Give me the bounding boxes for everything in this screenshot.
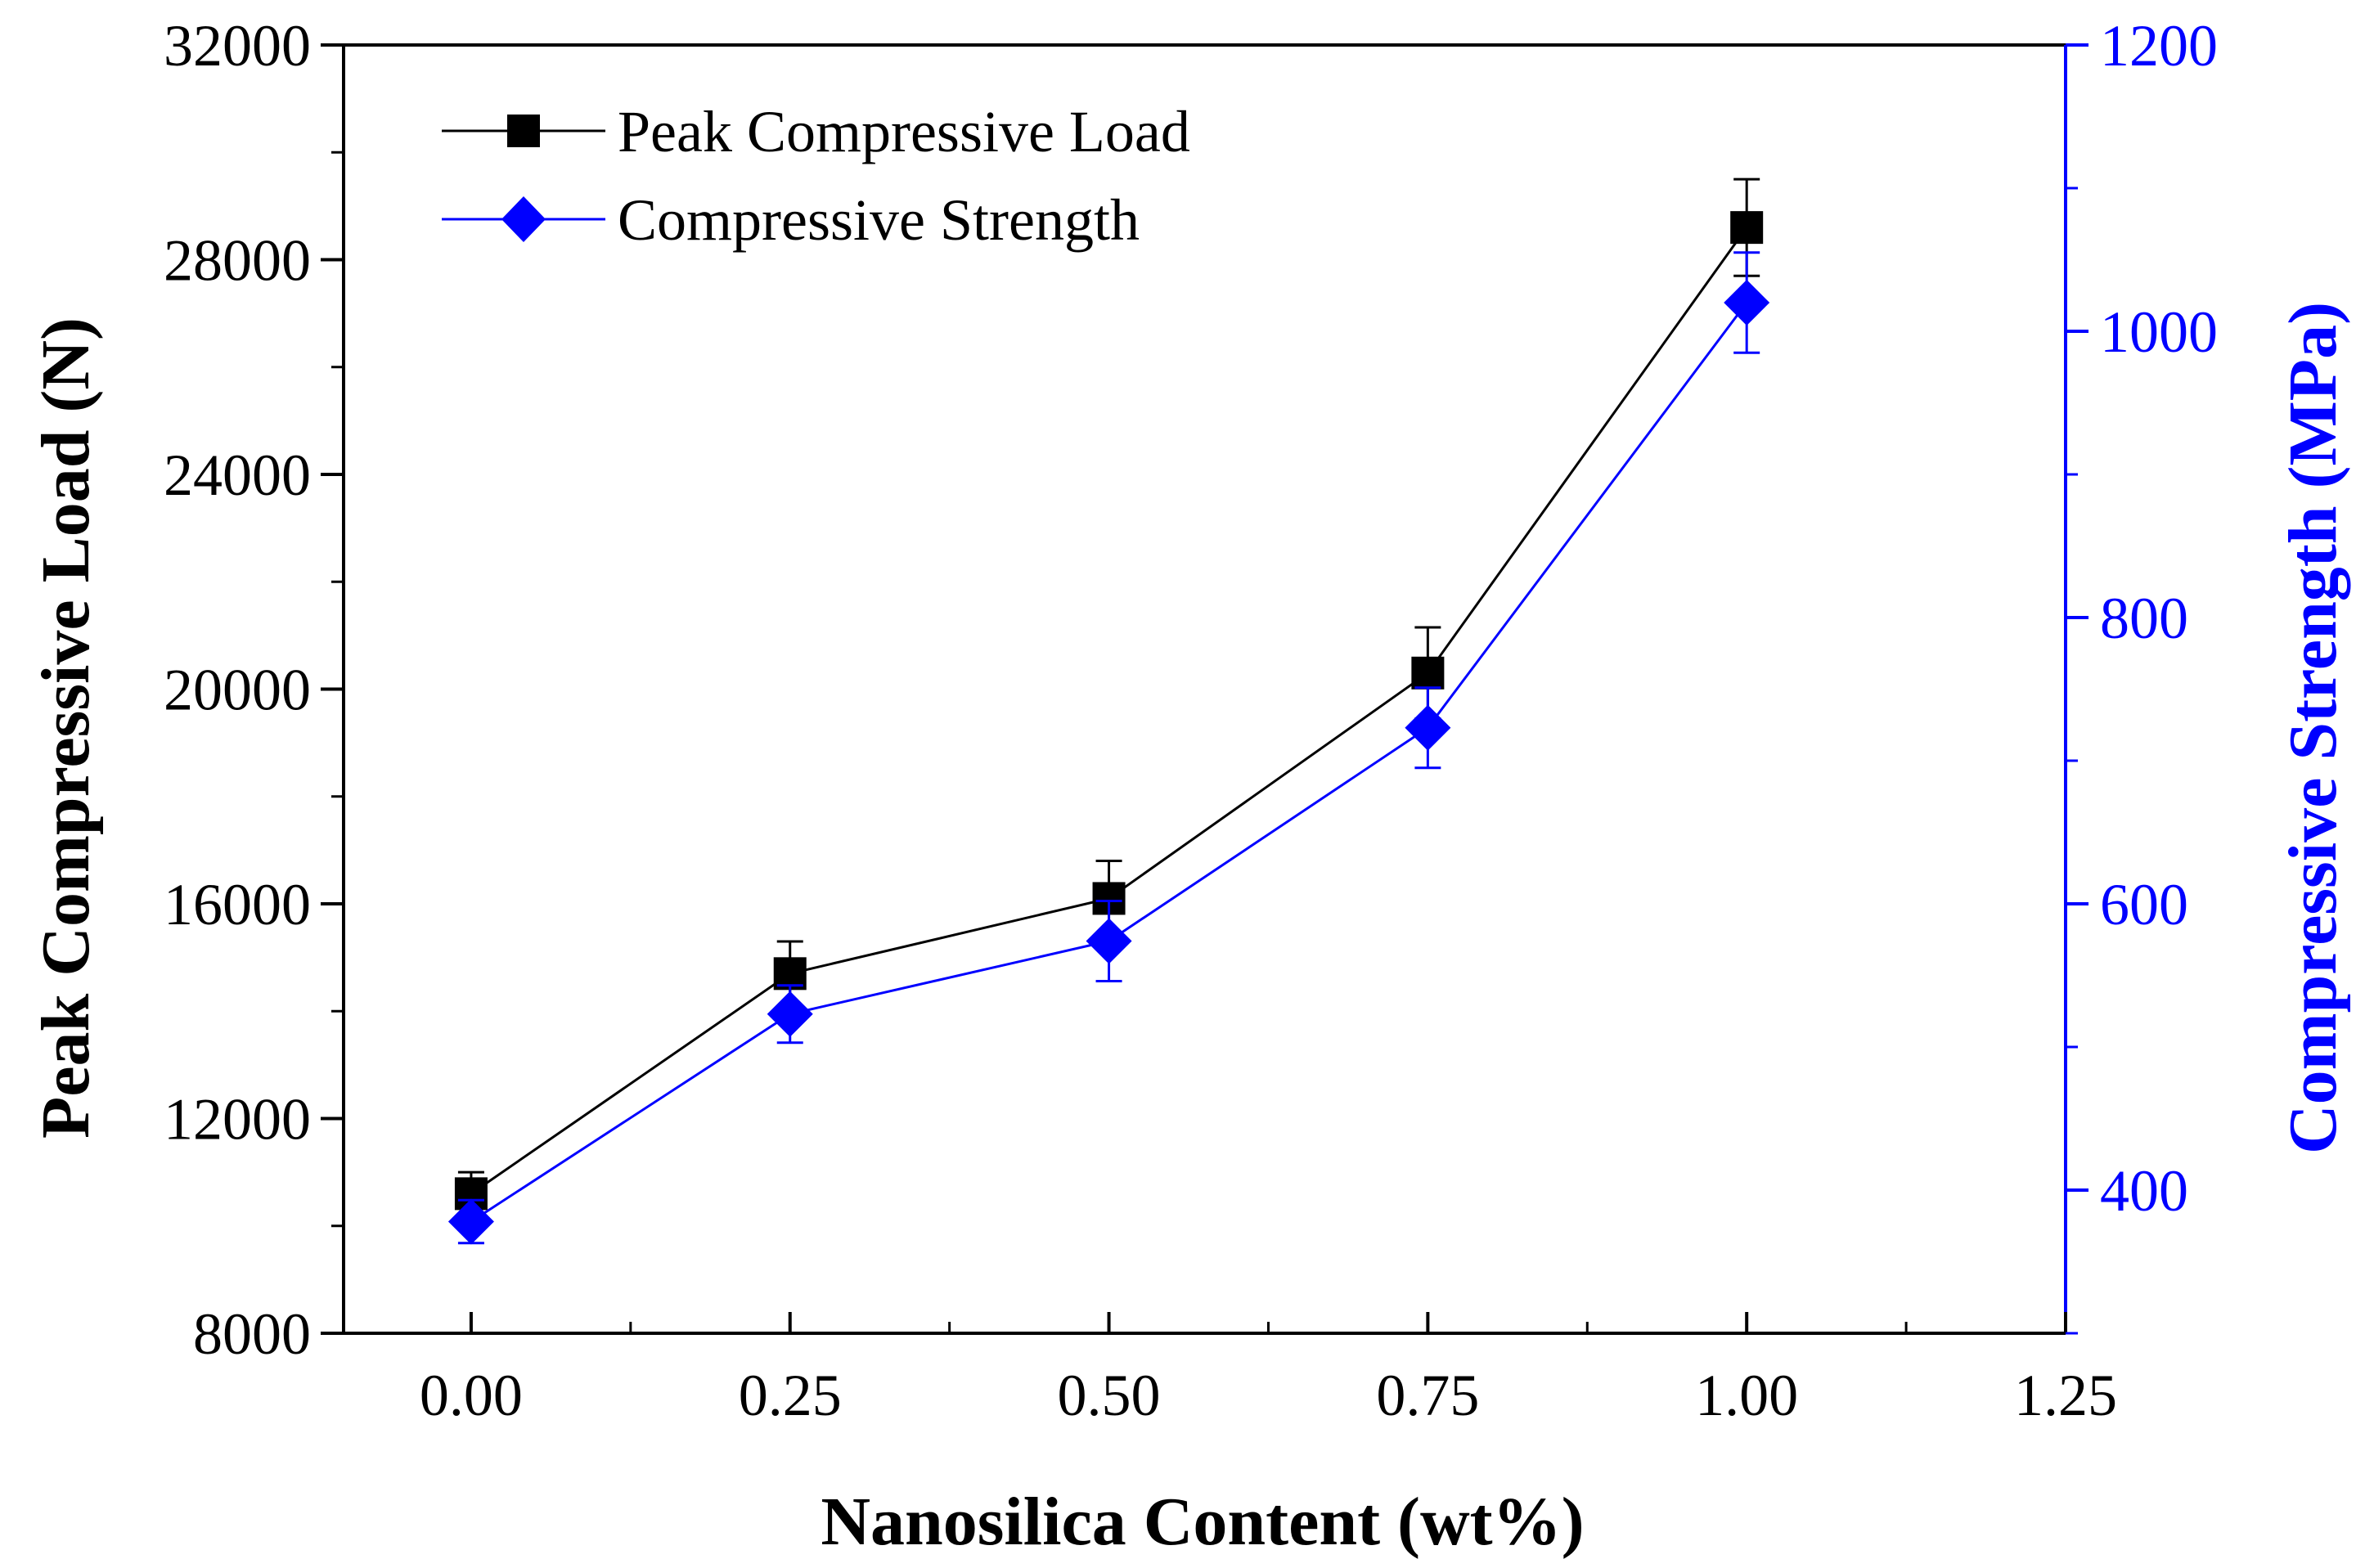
y-right-tick-label: 600: [2100, 872, 2188, 937]
y-left-tick-label: 16000: [164, 872, 311, 937]
y-right-tick-label: 1200: [2100, 13, 2218, 79]
y-left-tick-label: 20000: [164, 658, 311, 723]
x-tick-label: 0.75: [1376, 1363, 1479, 1428]
legend: Peak Compressive Load Compressive Streng…: [442, 99, 1190, 253]
series-compressive-strength: [447, 251, 1770, 1245]
x-tick-label: 1.00: [1695, 1363, 1798, 1428]
legend-label-load: Peak Compressive Load: [618, 99, 1190, 164]
x-tick-label: 0.25: [739, 1363, 842, 1428]
series-peak-load: [454, 177, 1764, 1217]
y-right-tick-label: 1000: [2100, 299, 2218, 365]
x-axis-title: Nanosilica Content (wt%): [821, 1484, 1584, 1560]
series-line: [470, 302, 1748, 1223]
data-point-diamond: [447, 1198, 494, 1245]
y-left-tick-label: 8000: [193, 1301, 311, 1367]
y-axis-left: 8000 12000 16000 20000 24000 28000 32000: [164, 13, 344, 1367]
series-line: [470, 227, 1748, 1195]
y-right-tick-label: 400: [2100, 1158, 2188, 1224]
data-point-diamond: [1086, 918, 1132, 964]
data-point-diamond: [767, 991, 813, 1037]
x-tick-label: 1.25: [2014, 1363, 2117, 1428]
x-axis: 0.00 0.25 0.50 0.75 1.00 1.25: [420, 1312, 2117, 1428]
data-point-square: [1730, 211, 1764, 245]
data-point-diamond: [1724, 280, 1770, 326]
y-axis-right-title: Compressive Strength (MPa): [2275, 302, 2351, 1154]
y-left-tick-label: 12000: [164, 1087, 311, 1152]
plot-frame: [342, 43, 2067, 1335]
y-axis-left-title: Peak Compressive Load (N): [28, 317, 104, 1139]
y-left-tick-label: 28000: [164, 228, 311, 294]
legend-label-strength: Compressive Strength: [618, 187, 1140, 253]
series-layer: [447, 177, 1770, 1245]
x-tick-label: 0.50: [1058, 1363, 1161, 1428]
y-left-tick-label: 24000: [164, 443, 311, 508]
data-point-square: [1411, 656, 1445, 690]
x-tick-label: 0.00: [420, 1363, 523, 1428]
legend-marker-square: [507, 115, 540, 147]
data-point-diamond: [1405, 704, 1451, 751]
y-axis-right: 400 600 800 1000 1200: [2066, 13, 2218, 1335]
y-right-tick-label: 800: [2100, 586, 2188, 651]
legend-marker-diamond: [501, 196, 546, 242]
y-left-tick-label: 32000: [164, 13, 311, 79]
